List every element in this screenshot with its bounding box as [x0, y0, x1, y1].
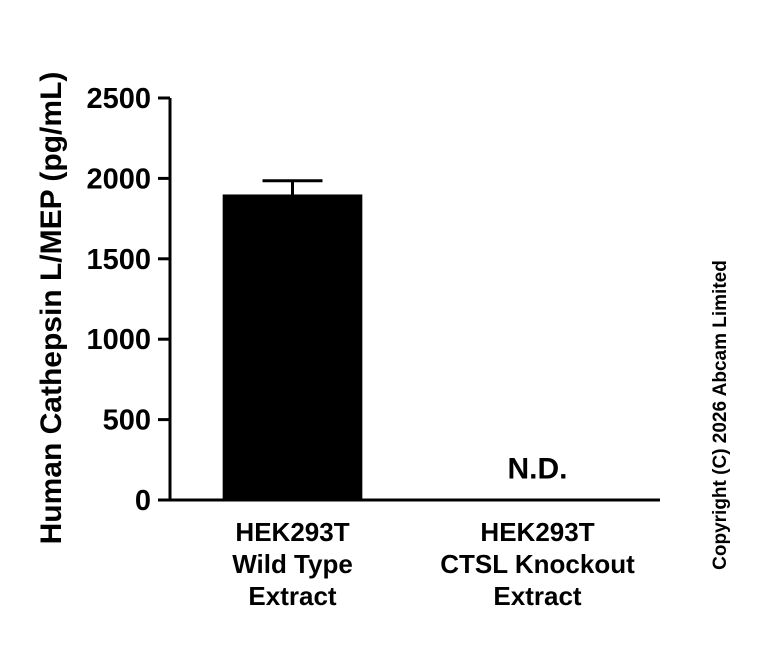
bar [222, 194, 363, 501]
copyright-text: Copyright (C) 2026 Abcam Limited [710, 260, 731, 570]
y-tick-label: 1000 [86, 324, 151, 356]
nd-annotation: N.D. [508, 452, 568, 485]
y-tick-label: 1500 [86, 244, 151, 276]
x-category-label: HEK293T CTSL Knockout Extract [440, 517, 635, 611]
y-tick-label: 500 [103, 405, 151, 437]
y-tick-label: 2500 [86, 83, 151, 115]
y-tick-label: 2000 [86, 163, 151, 195]
x-category-label: HEK293T Wild Type Extract [232, 517, 353, 611]
y-tick-label: 0 [135, 485, 151, 517]
